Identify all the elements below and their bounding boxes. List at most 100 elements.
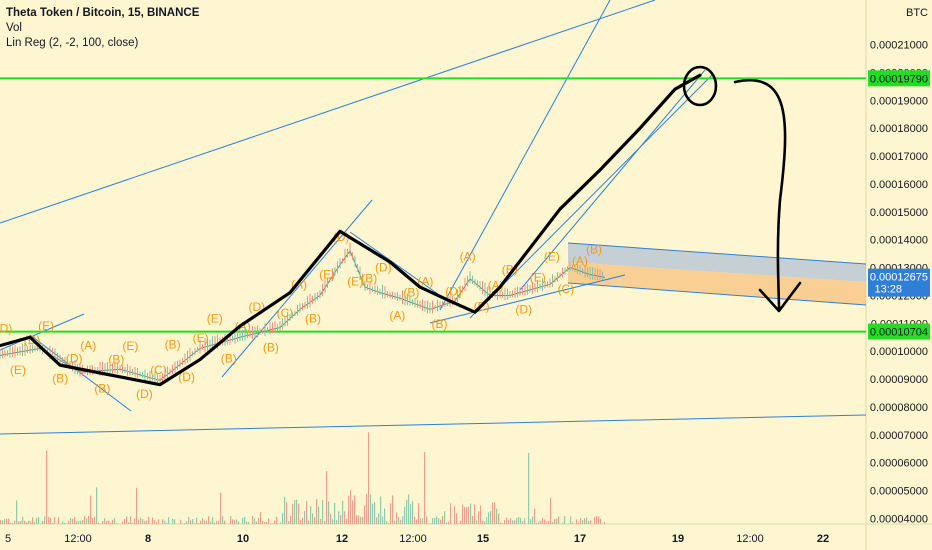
volume-bar bbox=[460, 520, 462, 524]
volume-bar bbox=[562, 522, 564, 524]
volume-bar bbox=[0, 520, 2, 524]
volume-bar bbox=[304, 511, 306, 524]
trend-line bbox=[439, 0, 611, 311]
volume-bar bbox=[366, 493, 368, 524]
volume-bar bbox=[420, 518, 422, 524]
volume-bar bbox=[122, 522, 124, 524]
volume-bar bbox=[510, 518, 512, 524]
volume-bar bbox=[28, 520, 30, 524]
volume-bar bbox=[82, 520, 84, 524]
volume-bar bbox=[400, 519, 402, 524]
volume-bar bbox=[218, 520, 220, 524]
y-tick-label: 0.00004000 bbox=[870, 513, 928, 525]
volume-bar bbox=[268, 518, 270, 524]
volume-bar bbox=[14, 520, 16, 524]
volume-bar bbox=[414, 516, 416, 524]
x-tick-label: 15 bbox=[477, 533, 489, 545]
x-tick-label: 12:00 bbox=[736, 533, 764, 545]
volume-bar bbox=[96, 487, 98, 524]
volume-bar bbox=[488, 512, 490, 524]
volume-bar bbox=[388, 523, 390, 524]
volume-bar bbox=[326, 471, 328, 524]
volume-bar bbox=[270, 523, 272, 524]
volume-bar bbox=[436, 516, 438, 524]
volume-bar bbox=[296, 499, 298, 524]
volume-bar bbox=[476, 520, 478, 524]
trend-line bbox=[469, 74, 713, 319]
volume-bar bbox=[554, 519, 556, 524]
wave-label: (D) bbox=[66, 352, 83, 366]
volume-bar bbox=[434, 518, 436, 524]
volume-bar bbox=[604, 521, 606, 524]
volume-bar bbox=[472, 515, 474, 524]
support-badge bbox=[868, 323, 930, 340]
volume-bar bbox=[70, 518, 72, 524]
trend-line bbox=[221, 199, 373, 378]
volume-bar bbox=[540, 520, 542, 524]
volume-bar bbox=[558, 516, 560, 524]
volume-bar bbox=[508, 520, 510, 524]
volume-bar bbox=[314, 517, 316, 524]
volume-bar bbox=[166, 522, 168, 524]
volume-indicator-label[interactable]: Vol bbox=[6, 22, 22, 34]
volume-bar bbox=[354, 495, 356, 524]
wave-label: (E) bbox=[319, 268, 335, 282]
volume-bar bbox=[208, 516, 210, 524]
volume-bar bbox=[532, 516, 534, 524]
volume-bar bbox=[352, 500, 354, 524]
volume-bar bbox=[372, 503, 374, 524]
y-tick-label: 0.00006000 bbox=[870, 458, 928, 470]
volume-bar bbox=[130, 516, 132, 524]
y-tick-label: 0.00008000 bbox=[870, 402, 928, 414]
wave-label: (E) bbox=[544, 250, 560, 264]
volume-bar bbox=[486, 517, 488, 524]
volume-bar bbox=[594, 517, 596, 524]
volume-bar bbox=[464, 506, 466, 524]
volume-bar bbox=[440, 519, 442, 524]
volume-bar bbox=[322, 499, 324, 524]
volume-bar bbox=[408, 494, 410, 524]
y-tick-label: 0.00015000 bbox=[870, 207, 928, 219]
currency-label: BTC bbox=[906, 7, 928, 19]
volume-bar bbox=[552, 522, 554, 524]
y-tick-label: 0.00014000 bbox=[870, 235, 928, 247]
volume-bar bbox=[300, 519, 302, 524]
volume-bar bbox=[198, 523, 200, 524]
wave-label: (B) bbox=[361, 272, 377, 286]
volume-bar bbox=[124, 518, 126, 524]
volume-bar bbox=[358, 515, 360, 524]
volume-bar bbox=[320, 518, 322, 524]
volume-bar bbox=[394, 520, 396, 524]
projection-drawing bbox=[0, 73, 702, 387]
volume-bar bbox=[110, 522, 112, 524]
wave-label: (E) bbox=[530, 271, 546, 285]
volume-bar bbox=[364, 505, 366, 524]
volume-bar bbox=[78, 520, 80, 524]
volume-bar bbox=[462, 504, 464, 524]
volume-bar bbox=[578, 522, 580, 524]
volume-bar bbox=[572, 522, 574, 524]
volume-bar bbox=[568, 523, 570, 524]
volume-bar bbox=[426, 516, 428, 524]
symbol-title[interactable]: Theta Token / Bitcoin, 15, BINANCE bbox=[6, 7, 200, 19]
volume-bar bbox=[518, 516, 520, 524]
x-tick-label: 17 bbox=[574, 533, 586, 545]
linreg-indicator-label[interactable]: Lin Reg (2, -2, 100, close) bbox=[6, 37, 139, 49]
volume-bar bbox=[6, 518, 8, 524]
volume-bar bbox=[154, 520, 156, 524]
volume-bar bbox=[550, 497, 552, 524]
volume-bar bbox=[274, 520, 276, 524]
volume-bar bbox=[88, 516, 90, 524]
volume-bar bbox=[102, 520, 104, 524]
volume-bar bbox=[206, 520, 208, 524]
volume-bar bbox=[276, 516, 278, 524]
volume-bar bbox=[2, 520, 4, 524]
volume-bar bbox=[254, 518, 256, 524]
x-tick-label: 8 bbox=[145, 533, 151, 545]
down-arrow-head bbox=[758, 281, 802, 313]
wave-label: (A) bbox=[572, 254, 588, 268]
volume-bar bbox=[172, 518, 174, 524]
volume-bar bbox=[474, 504, 476, 524]
